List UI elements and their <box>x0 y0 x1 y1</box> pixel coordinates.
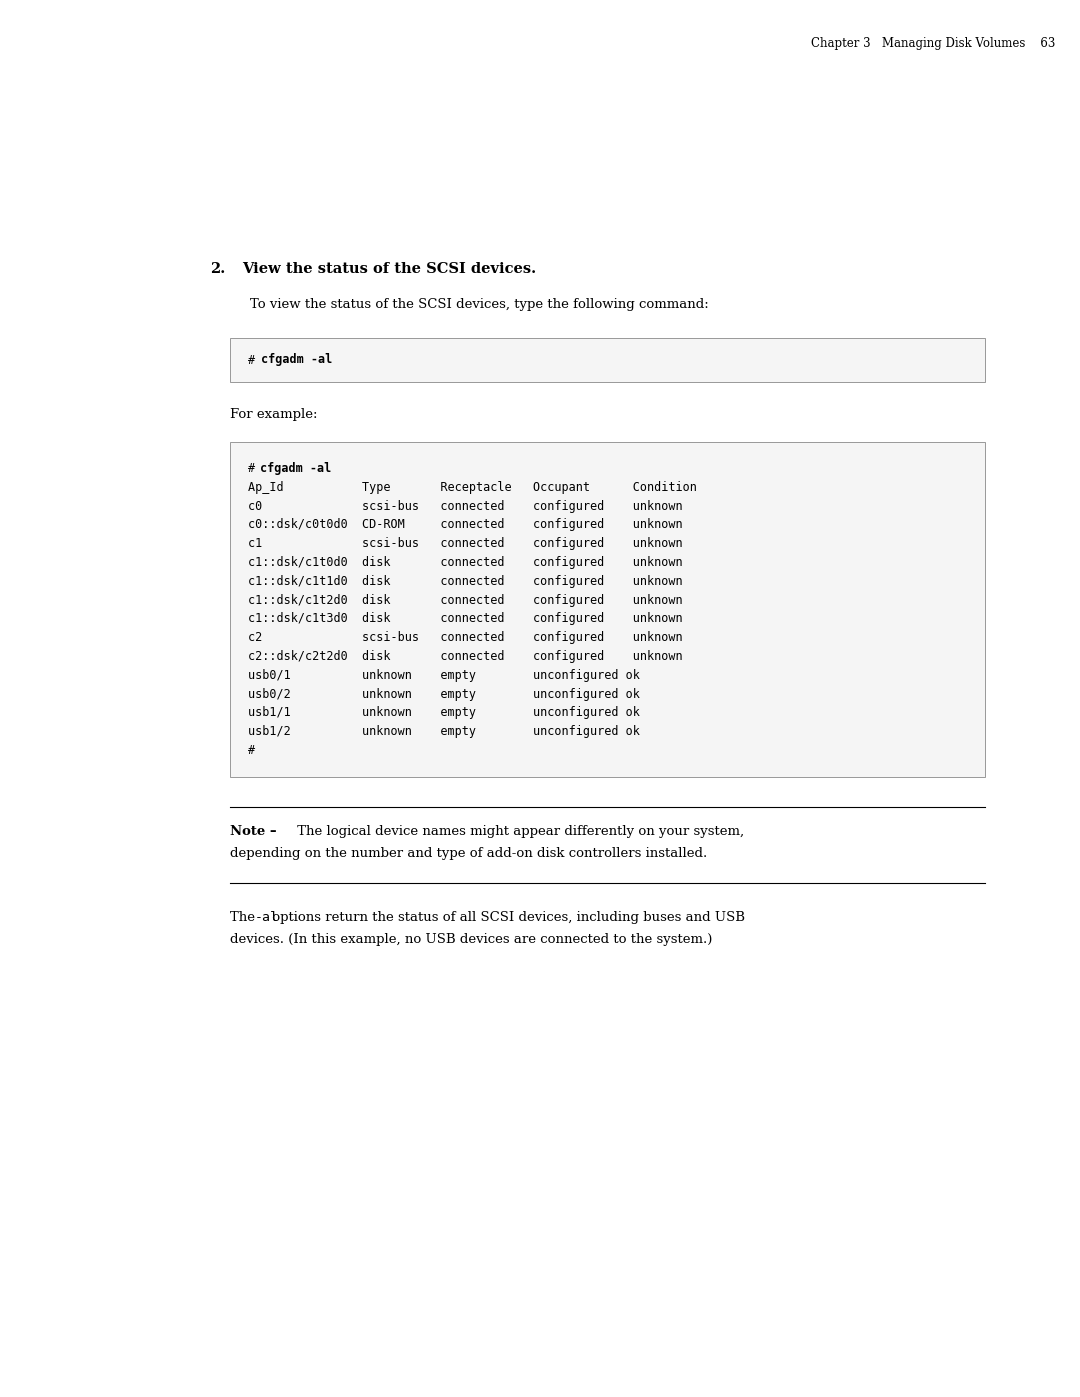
Text: #: # <box>248 462 262 475</box>
Text: options return the status of all SCSI devices, including buses and USB: options return the status of all SCSI de… <box>268 911 744 923</box>
Text: c1::dsk/c1t0d0  disk       connected    configured    unknown: c1::dsk/c1t0d0 disk connected configured… <box>248 556 683 569</box>
Text: Note –: Note – <box>230 824 276 838</box>
Text: Ap_Id           Type       Receptacle   Occupant      Condition: Ap_Id Type Receptacle Occupant Condition <box>248 481 697 493</box>
Text: Chapter 3   Managing Disk Volumes    63: Chapter 3 Managing Disk Volumes 63 <box>811 36 1055 50</box>
FancyBboxPatch shape <box>230 338 985 381</box>
Text: c0              scsi-bus   connected    configured    unknown: c0 scsi-bus connected configured unknown <box>248 500 683 513</box>
Text: c1::dsk/c1t1d0  disk       connected    configured    unknown: c1::dsk/c1t1d0 disk connected configured… <box>248 574 683 588</box>
Text: c2              scsi-bus   connected    configured    unknown: c2 scsi-bus connected configured unknown <box>248 631 683 644</box>
Text: The: The <box>230 911 259 923</box>
Text: usb0/1          unknown    empty        unconfigured ok: usb0/1 unknown empty unconfigured ok <box>248 669 639 682</box>
Text: c1::dsk/c1t2d0  disk       connected    configured    unknown: c1::dsk/c1t2d0 disk connected configured… <box>248 594 683 606</box>
Text: usb1/2          unknown    empty        unconfigured ok: usb1/2 unknown empty unconfigured ok <box>248 725 639 738</box>
Text: devices. (In this example, no USB devices are connected to the system.): devices. (In this example, no USB device… <box>230 933 713 946</box>
Text: To view the status of the SCSI devices, type the following command:: To view the status of the SCSI devices, … <box>249 298 708 312</box>
Text: #: # <box>248 353 262 366</box>
Text: #: # <box>248 745 255 757</box>
Text: usb0/2          unknown    empty        unconfigured ok: usb0/2 unknown empty unconfigured ok <box>248 687 639 701</box>
Text: The logical device names might appear differently on your system,: The logical device names might appear di… <box>293 824 744 838</box>
Text: c1::dsk/c1t3d0  disk       connected    configured    unknown: c1::dsk/c1t3d0 disk connected configured… <box>248 612 683 626</box>
Text: View the status of the SCSI devices.: View the status of the SCSI devices. <box>242 263 536 277</box>
FancyBboxPatch shape <box>230 441 985 777</box>
Text: 2.: 2. <box>210 263 226 277</box>
Text: For example:: For example: <box>230 408 318 420</box>
Text: -al: -al <box>255 911 279 923</box>
Text: c0::dsk/c0t0d0  CD-ROM     connected    configured    unknown: c0::dsk/c0t0d0 CD-ROM connected configur… <box>248 518 683 531</box>
Text: c2::dsk/c2t2d0  disk       connected    configured    unknown: c2::dsk/c2t2d0 disk connected configured… <box>248 650 683 664</box>
Text: cfgadm -al: cfgadm -al <box>261 353 333 366</box>
Text: c1              scsi-bus   connected    configured    unknown: c1 scsi-bus connected configured unknown <box>248 538 683 550</box>
Text: cfgadm -al: cfgadm -al <box>260 462 332 475</box>
Text: usb1/1          unknown    empty        unconfigured ok: usb1/1 unknown empty unconfigured ok <box>248 707 639 719</box>
Text: depending on the number and type of add-on disk controllers installed.: depending on the number and type of add-… <box>230 847 707 859</box>
